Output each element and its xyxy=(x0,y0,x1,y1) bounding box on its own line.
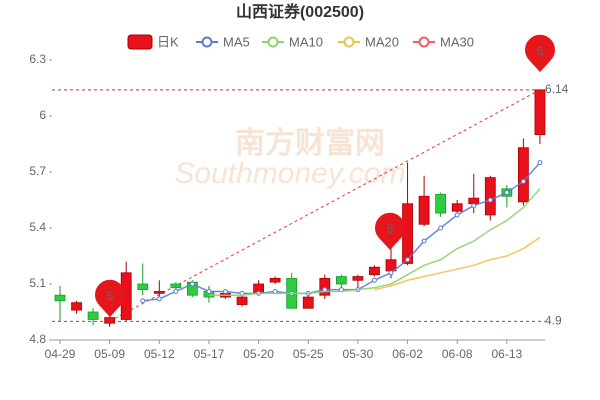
candle-body xyxy=(468,197,480,205)
legend-label: 日K xyxy=(157,34,179,49)
x-tick-label: 05-17 xyxy=(194,347,225,361)
y-tick-label: 4.8 xyxy=(29,332,46,346)
candle-body xyxy=(54,294,66,302)
candle-body xyxy=(87,311,99,320)
ma-point xyxy=(388,270,394,276)
ma-point xyxy=(537,160,543,166)
watermark: Southmoney.com xyxy=(174,157,405,190)
legend-marker xyxy=(201,36,213,48)
candle-body xyxy=(534,89,546,136)
extreme-label: 6.14 xyxy=(545,82,569,96)
x-tick-label: 06-02 xyxy=(392,347,423,361)
candle-body xyxy=(518,147,529,203)
chart-title: 山西证券(002500) xyxy=(236,2,364,21)
ma-line xyxy=(374,236,541,291)
x-tick-label: 06-13 xyxy=(491,347,522,361)
ma-point xyxy=(173,288,179,294)
ma-point xyxy=(140,298,146,304)
candle-body xyxy=(402,203,413,264)
pin-label: 6 xyxy=(537,44,544,58)
ma-point xyxy=(471,203,477,209)
candle-body xyxy=(484,177,496,216)
ma-point xyxy=(223,288,228,294)
candle-body xyxy=(418,195,430,225)
legend-label: MA20 xyxy=(365,34,399,49)
legend-swatch xyxy=(127,34,153,50)
candle-body xyxy=(153,291,165,294)
ma-point xyxy=(206,288,212,294)
pin-label: 5 xyxy=(107,289,114,303)
extreme-label: 4.9 xyxy=(545,314,562,328)
pin xyxy=(375,212,406,250)
candle-body xyxy=(71,302,82,311)
x-tick-label: 05-25 xyxy=(293,347,324,361)
candle-body xyxy=(369,266,380,276)
ma-point xyxy=(421,238,427,244)
legend-label: MA5 xyxy=(223,34,250,49)
x-tick-label: 05-30 xyxy=(343,347,374,361)
candle-body xyxy=(352,276,364,281)
candle-body xyxy=(104,317,116,324)
candle-body xyxy=(451,203,463,212)
candle-body xyxy=(435,193,447,214)
x-tick-label: 04-29 xyxy=(45,347,76,361)
ma-point xyxy=(454,212,460,218)
ma-point xyxy=(504,190,510,196)
candle-body xyxy=(335,276,347,285)
y-tick-label: 5.4 xyxy=(29,220,46,234)
ma-point xyxy=(405,257,411,263)
y-tick-label: 5.1 xyxy=(29,276,46,290)
ma-line xyxy=(208,188,541,296)
y-tick-label: 6.3 xyxy=(29,52,46,66)
legend-label: MA10 xyxy=(289,34,323,49)
ma-point xyxy=(189,281,195,287)
candle-body xyxy=(302,296,314,309)
legend-marker xyxy=(267,36,279,48)
candle-body xyxy=(137,283,149,290)
candle-body xyxy=(319,277,331,296)
pin xyxy=(95,279,126,317)
legend-marker xyxy=(343,36,355,48)
ma-point xyxy=(520,178,526,184)
x-tick-label: 06-08 xyxy=(442,347,473,361)
pin-label: 5 xyxy=(387,222,394,236)
y-tick-label: 5.7 xyxy=(29,164,46,178)
candle-body xyxy=(236,296,248,305)
y-tick-label: 6 xyxy=(39,108,46,122)
legend-marker xyxy=(418,36,430,48)
pin xyxy=(525,34,555,72)
x-tick-label: 05-12 xyxy=(144,347,175,361)
ma-point xyxy=(371,277,377,283)
watermark: 南方财富网 xyxy=(235,126,385,160)
candle-body xyxy=(170,283,182,289)
x-tick-label: 05-09 xyxy=(94,347,125,361)
candle-body xyxy=(269,277,281,283)
ma-point xyxy=(156,296,162,302)
ma-point xyxy=(438,225,444,231)
ma-point xyxy=(487,197,493,203)
legend-label: MA30 xyxy=(440,34,474,49)
x-tick-label: 05-20 xyxy=(243,347,274,361)
